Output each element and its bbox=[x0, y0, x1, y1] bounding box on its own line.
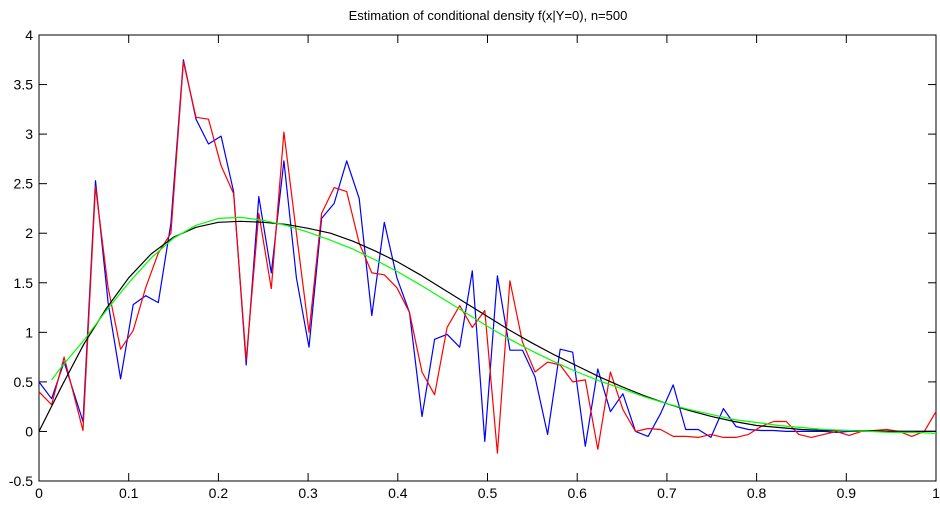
y-tick-label: 1 bbox=[25, 324, 33, 340]
y-tick-label: 1.5 bbox=[14, 275, 34, 291]
y-tick-label: -0.5 bbox=[9, 473, 33, 489]
x-tick-label: 0.7 bbox=[657, 485, 677, 501]
x-tick-label: 0.1 bbox=[119, 485, 139, 501]
x-tick-label: 0.8 bbox=[747, 485, 767, 501]
x-tick-label: 0.9 bbox=[837, 485, 857, 501]
series-lines bbox=[38, 59, 937, 454]
x-tick-label: 0 bbox=[35, 485, 43, 501]
x-tick-label: 0.3 bbox=[298, 485, 318, 501]
y-tick-label: 3 bbox=[25, 126, 33, 142]
x-tick-label: 0.4 bbox=[388, 485, 408, 501]
series-line-3 bbox=[38, 220, 936, 432]
x-tick-label: 1 bbox=[932, 485, 940, 501]
x-tick-label: 0.5 bbox=[478, 485, 498, 501]
y-tick-label: 3.5 bbox=[14, 77, 34, 93]
y-tick-label: 2 bbox=[25, 225, 33, 241]
plot-area bbox=[38, 34, 937, 482]
y-tick-label: 4 bbox=[25, 27, 33, 43]
y-tick-label: 0.5 bbox=[14, 374, 34, 390]
x-tick-label: 0.2 bbox=[209, 485, 229, 501]
axis-ticks: 0 0.1 0.2 0.3 0.4 0.5 0.6 0.7 0.8 0.9 1-0.500.511.… bbox=[9, 27, 940, 501]
y-tick-label: 2.5 bbox=[14, 176, 34, 192]
series-line-2 bbox=[38, 61, 937, 454]
x-tick-label: 0.6 bbox=[567, 485, 587, 501]
y-tick-label: 0 bbox=[25, 423, 33, 439]
chart-title: Estimation of conditional density f(x|Y=… bbox=[349, 8, 628, 23]
series-line-4 bbox=[51, 216, 937, 434]
